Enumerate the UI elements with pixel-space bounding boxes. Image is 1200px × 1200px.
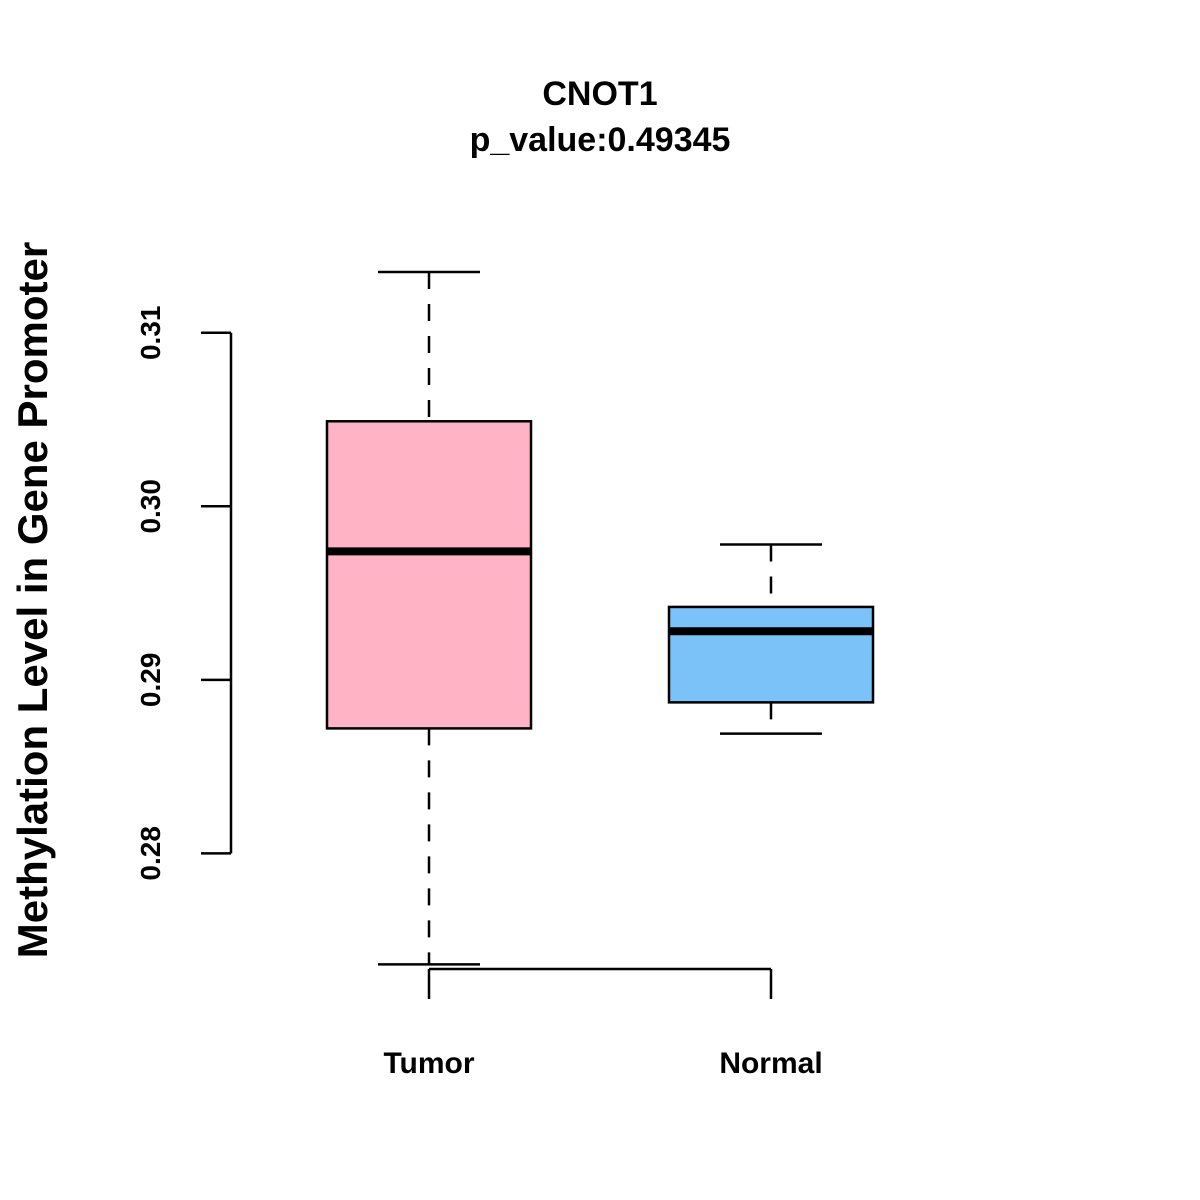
y-axis-label: Methylation Level in Gene Promoter — [9, 242, 56, 958]
iqr-box — [667, 605, 875, 704]
chart-subtitle: p_value:0.49345 — [470, 121, 731, 159]
x-tick-label-tumor: Tumor — [383, 1047, 474, 1080]
boxes — [325, 270, 875, 966]
box-normal — [667, 543, 875, 735]
chart-title: CNOT1 — [542, 75, 657, 113]
y-axis: 0.28 0.29 0.30 0.31 — [135, 306, 233, 881]
box-tumor — [325, 270, 533, 966]
y-tick-label: 0.29 — [135, 653, 166, 708]
y-tick-label: 0.31 — [135, 306, 166, 361]
iqr-box — [325, 420, 533, 730]
x-axis: Tumor Normal — [383, 967, 823, 1080]
y-tick-label: 0.30 — [135, 479, 166, 534]
y-tick-label: 0.28 — [135, 826, 166, 881]
x-tick-label-normal: Normal — [719, 1047, 822, 1080]
